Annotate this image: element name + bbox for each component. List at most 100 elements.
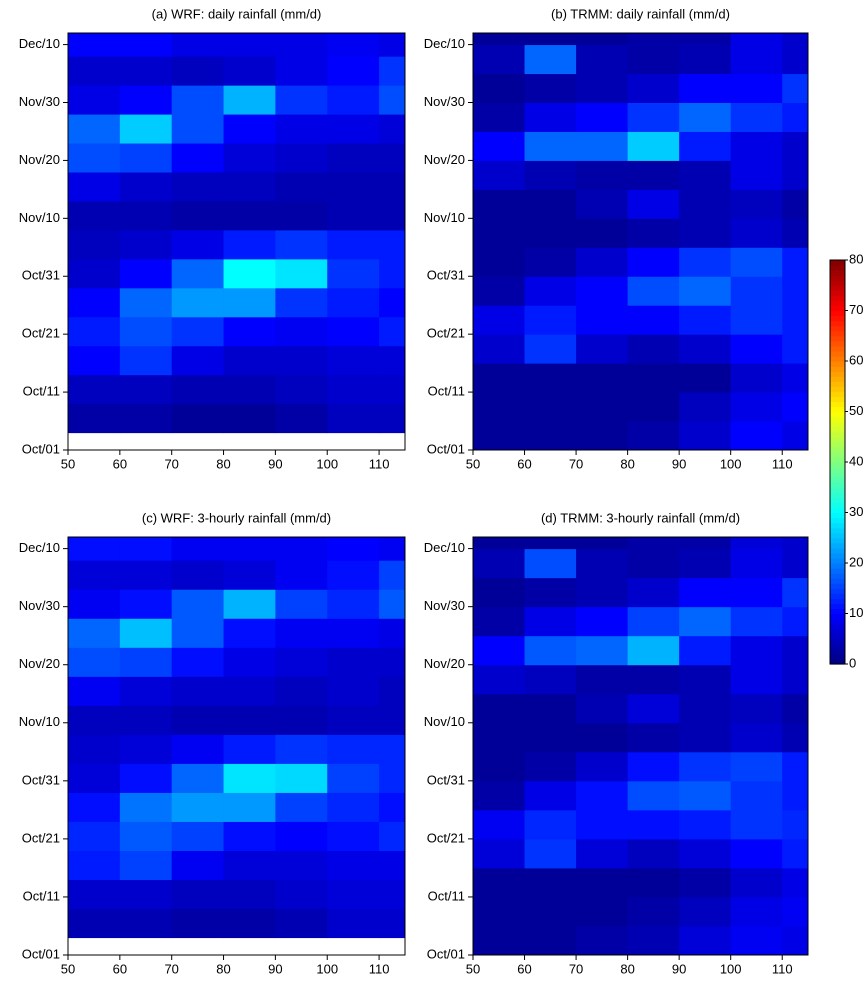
heat-cell (473, 44, 526, 75)
heat-cell (524, 160, 577, 190)
colorbar-segment (830, 507, 845, 514)
heat-cell (576, 247, 629, 277)
heat-cell (171, 172, 225, 202)
heat-cell (782, 218, 809, 248)
heat-cell (223, 821, 276, 851)
x-tick-label: 60 (113, 961, 127, 976)
colorbar-segment (830, 265, 845, 271)
x-tick-label: 70 (164, 456, 178, 471)
colorbar-segment (830, 345, 845, 352)
colorbar-segment (830, 492, 845, 498)
heat-cell (473, 809, 526, 840)
heat-cell (576, 664, 629, 695)
heat-cell (627, 664, 680, 695)
colorbar-segment (830, 456, 845, 463)
heat-cell (171, 618, 225, 648)
colorbar-segment (830, 497, 845, 503)
heat-cell (627, 925, 680, 956)
heat-cell (524, 606, 577, 637)
heat-cell (473, 276, 526, 306)
plot-frame (472, 32, 809, 451)
heat-cell (171, 85, 225, 115)
heat-cell (524, 809, 577, 840)
heat-cell (275, 287, 328, 318)
heat-cell (473, 421, 526, 451)
x-tick-label: 90 (672, 961, 686, 976)
heat-cell (275, 821, 328, 851)
heat-cell (119, 287, 173, 318)
colorbar-segment (830, 578, 845, 584)
heat-cell (327, 879, 380, 910)
heat-cell (379, 792, 406, 822)
heat-cell (223, 258, 276, 289)
heat-cell (379, 172, 406, 202)
heat-cell (171, 374, 225, 405)
heat-cell (327, 821, 380, 851)
heat-cell (730, 751, 783, 782)
heat-cell (576, 577, 629, 608)
heat-cell (275, 56, 328, 86)
heat-cell (275, 33, 328, 57)
heat-cell (327, 345, 380, 376)
heat-cell (119, 537, 173, 561)
y-tick-label: Nov/10 (19, 210, 60, 225)
heat-cell (679, 218, 732, 248)
heat-cell (576, 363, 629, 393)
heat-cell (782, 334, 809, 364)
heat-cell (223, 676, 276, 706)
y-tick-label: Oct/31 (22, 268, 60, 283)
heat-cell (119, 705, 173, 735)
heat-cell (679, 189, 732, 219)
heat-cell (68, 734, 121, 764)
colorbar-segment (830, 537, 845, 544)
heat-cell (275, 560, 328, 590)
heat-cell (379, 850, 406, 881)
heat-cell (223, 589, 276, 619)
heat-cell (275, 374, 328, 405)
heat-cell (223, 403, 276, 434)
heat-cell (119, 345, 173, 376)
heat-cell (473, 722, 526, 753)
heat-cell (679, 363, 732, 393)
heat-cell (473, 693, 526, 724)
heat-cell (68, 258, 121, 289)
heat-cell (68, 560, 121, 590)
heat-cell (576, 276, 629, 306)
colorbar-segment (830, 446, 845, 453)
heat-cell (223, 33, 276, 57)
heat-cell (327, 200, 380, 231)
heat-cell (576, 867, 629, 898)
heat-cell (171, 316, 225, 347)
heat-cell (576, 44, 629, 75)
colorbar-segment (830, 462, 845, 468)
heat-cell (730, 421, 783, 451)
colorbar-segment (830, 512, 845, 519)
heat-cell (171, 114, 225, 144)
heat-cell (679, 276, 732, 306)
colorbar-segment (830, 436, 845, 443)
x-tick-label: 50 (466, 961, 480, 976)
heat-cell (119, 229, 173, 260)
colorbar-segment (830, 628, 845, 635)
heat-cell (524, 33, 577, 46)
heat-cell (379, 345, 406, 376)
heat-cell (730, 925, 783, 956)
heat-cell (379, 200, 406, 231)
colorbar-segment (830, 325, 845, 332)
heat-cell (576, 305, 629, 335)
y-tick-label: Oct/11 (428, 384, 465, 399)
heat-cell (119, 172, 173, 202)
heat-cell (730, 537, 783, 550)
heat-cell (68, 676, 121, 706)
colorbar-tick-label: 20 (849, 554, 863, 569)
heat-cell (782, 160, 809, 190)
heat-cell (379, 763, 406, 793)
colorbar-segment (830, 603, 845, 610)
colorbar-segment (830, 300, 845, 307)
heat-cell (223, 316, 276, 347)
x-tick-label: 70 (164, 961, 178, 976)
y-tick-label: Oct/31 (22, 772, 60, 787)
colorbar-tick-label: 80 (849, 251, 863, 266)
heat-cell (171, 33, 225, 57)
heat-cell (627, 131, 680, 161)
